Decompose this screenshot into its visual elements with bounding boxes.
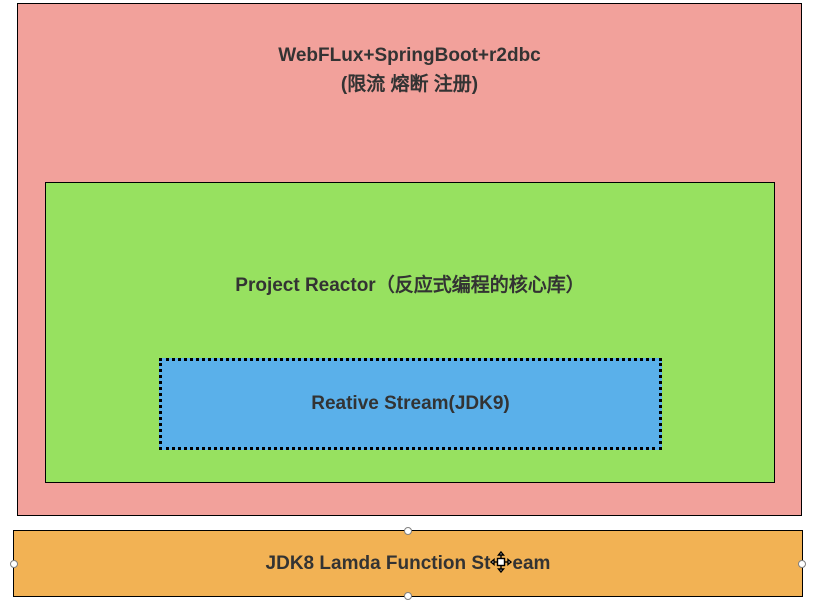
selection-handle-right[interactable] (798, 560, 806, 568)
move-cursor-icon (490, 551, 512, 573)
bottom-layer-label: JDK8 Lamda Function St eam (266, 553, 551, 575)
middle-layer-title: Project Reactor（反应式编程的核心库） (46, 270, 774, 297)
inner-layer-box: Reative Stream(JDK9) (159, 358, 662, 450)
outer-title-line1: WebFLux+SpringBoot+r2dbc (278, 45, 541, 66)
outer-layer-title: WebFLux+SpringBoot+r2dbc (限流 熔断 注册) (18, 42, 801, 99)
inner-layer-label: Reative Stream(JDK9) (311, 393, 510, 415)
bottom-layer-box[interactable]: JDK8 Lamda Function St eam (13, 530, 803, 597)
selection-handle-top[interactable] (404, 527, 412, 535)
outer-title-line2: (限流 熔断 注册) (341, 74, 478, 95)
selection-handle-bottom[interactable] (404, 592, 412, 600)
bottom-label-after: eam (512, 553, 550, 575)
selection-handle-left[interactable] (10, 560, 18, 568)
bottom-label-before: JDK8 Lamda Function St (266, 553, 491, 575)
